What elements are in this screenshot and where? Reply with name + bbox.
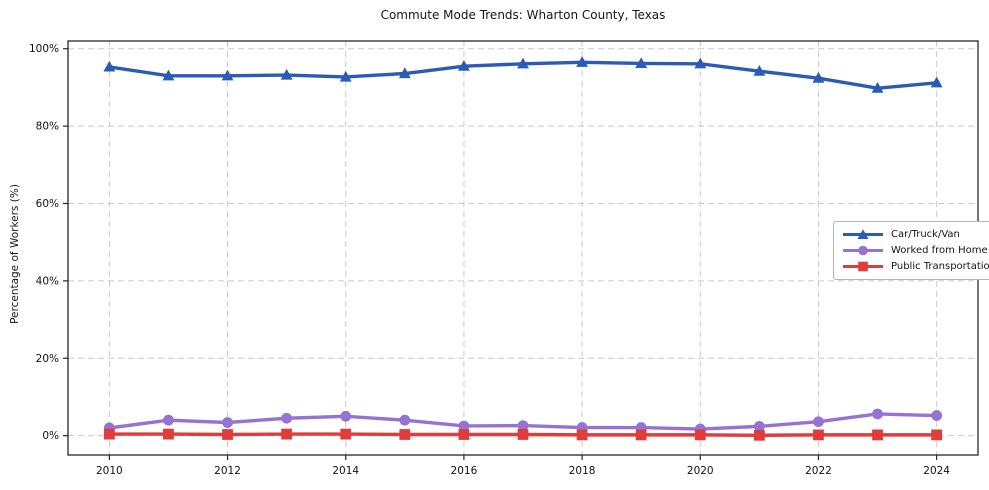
- square-marker-icon: [458, 429, 470, 440]
- square-marker-icon: [872, 429, 883, 441]
- circle-marker-icon: [753, 420, 765, 432]
- legend-item-public-transportation: Public Transportation: [841, 260, 989, 273]
- square-marker-icon: [517, 429, 529, 440]
- triangle-marker-icon: [694, 57, 707, 69]
- square-marker-icon: [753, 429, 765, 441]
- triangle-marker-icon: [857, 229, 869, 239]
- y-tick-label: 0%: [42, 430, 59, 442]
- square-marker-icon: [340, 428, 352, 440]
- y-tick-label: 20%: [36, 353, 59, 365]
- x-tick-label: 2020: [687, 465, 714, 477]
- triangle-marker-icon: [753, 64, 766, 76]
- triangle-marker-icon: [339, 70, 352, 82]
- triangle-marker-icon: [930, 76, 943, 88]
- legend-item-car-truck-van: Car/Truck/Van: [841, 228, 989, 241]
- square-marker-icon: [281, 428, 293, 440]
- circle-marker-icon: [281, 412, 293, 424]
- triangle-marker-icon: [398, 67, 411, 79]
- triangle-marker-icon: [103, 60, 116, 72]
- square-marker-icon: [399, 429, 411, 440]
- circle-marker-icon: [458, 420, 470, 432]
- square-marker-icon: [858, 261, 868, 272]
- square-marker-icon: [103, 428, 115, 440]
- square-marker-icon: [694, 429, 706, 441]
- triangle-marker-icon: [457, 59, 470, 71]
- square-marker-icon: [931, 429, 943, 441]
- y-tick-label: 40%: [36, 275, 59, 287]
- triangle-marker-icon: [576, 56, 589, 67]
- legend-label: Worked from Home: [891, 245, 988, 256]
- circle-marker-icon: [340, 410, 352, 422]
- x-tick-label: 2022: [805, 465, 832, 477]
- square-marker-icon: [163, 428, 174, 440]
- x-tick-label: 2018: [569, 465, 596, 477]
- x-tick-label: 2012: [214, 465, 241, 477]
- x-tick-label: 2014: [332, 465, 359, 477]
- axes: 2010 2012 2014 2016 2018 2020 2022 2024 0% 20% 40%…: [29, 43, 950, 477]
- series-worked-from-home: [103, 408, 943, 435]
- square-marker-icon: [576, 429, 588, 441]
- y-tick-label: 80%: [36, 121, 59, 133]
- square-marker-icon: [222, 429, 233, 440]
- series-public-transportation: [103, 428, 943, 441]
- triangle-marker-icon: [162, 69, 175, 81]
- circle-marker-icon: [163, 414, 174, 426]
- legend: Car/Truck/Van Worked from Home Public Tr…: [833, 221, 989, 280]
- circle-marker-icon: [222, 417, 233, 428]
- triangle-marker-icon: [871, 81, 884, 93]
- x-tick-label: 2010: [96, 465, 123, 477]
- legend-sample-line-square-icon: [843, 261, 883, 272]
- legend-label: Car/Truck/Van: [891, 229, 960, 240]
- legend-sample-line-circle-icon: [843, 245, 883, 256]
- x-tick-label: 2024: [923, 465, 950, 477]
- x-tick-label: 2016: [451, 465, 478, 477]
- triangle-marker-icon: [812, 71, 825, 83]
- triangle-marker-icon: [635, 57, 648, 69]
- legend-item-worked-from-home: Worked from Home: [841, 244, 989, 257]
- legend-sample-line-triangle-icon: [843, 229, 883, 239]
- triangle-marker-icon: [517, 57, 529, 69]
- circle-marker-icon: [931, 410, 943, 421]
- square-marker-icon: [635, 429, 647, 441]
- y-tick-label: 100%: [29, 43, 59, 55]
- square-marker-icon: [813, 429, 824, 441]
- circle-marker-icon: [517, 420, 529, 431]
- y-tick-label: 60%: [36, 198, 59, 210]
- circle-marker-icon: [858, 245, 868, 256]
- circle-marker-icon: [872, 408, 883, 420]
- circle-marker-icon: [813, 416, 824, 428]
- triangle-marker-icon: [221, 69, 234, 81]
- circle-marker-icon: [399, 414, 411, 426]
- series-car-truck-van: [103, 56, 943, 93]
- chart-title: Commute Mode Trends: Wharton County, Tex…: [380, 8, 666, 22]
- triangle-marker-icon: [280, 68, 293, 80]
- legend-label: Public Transportation: [891, 261, 989, 272]
